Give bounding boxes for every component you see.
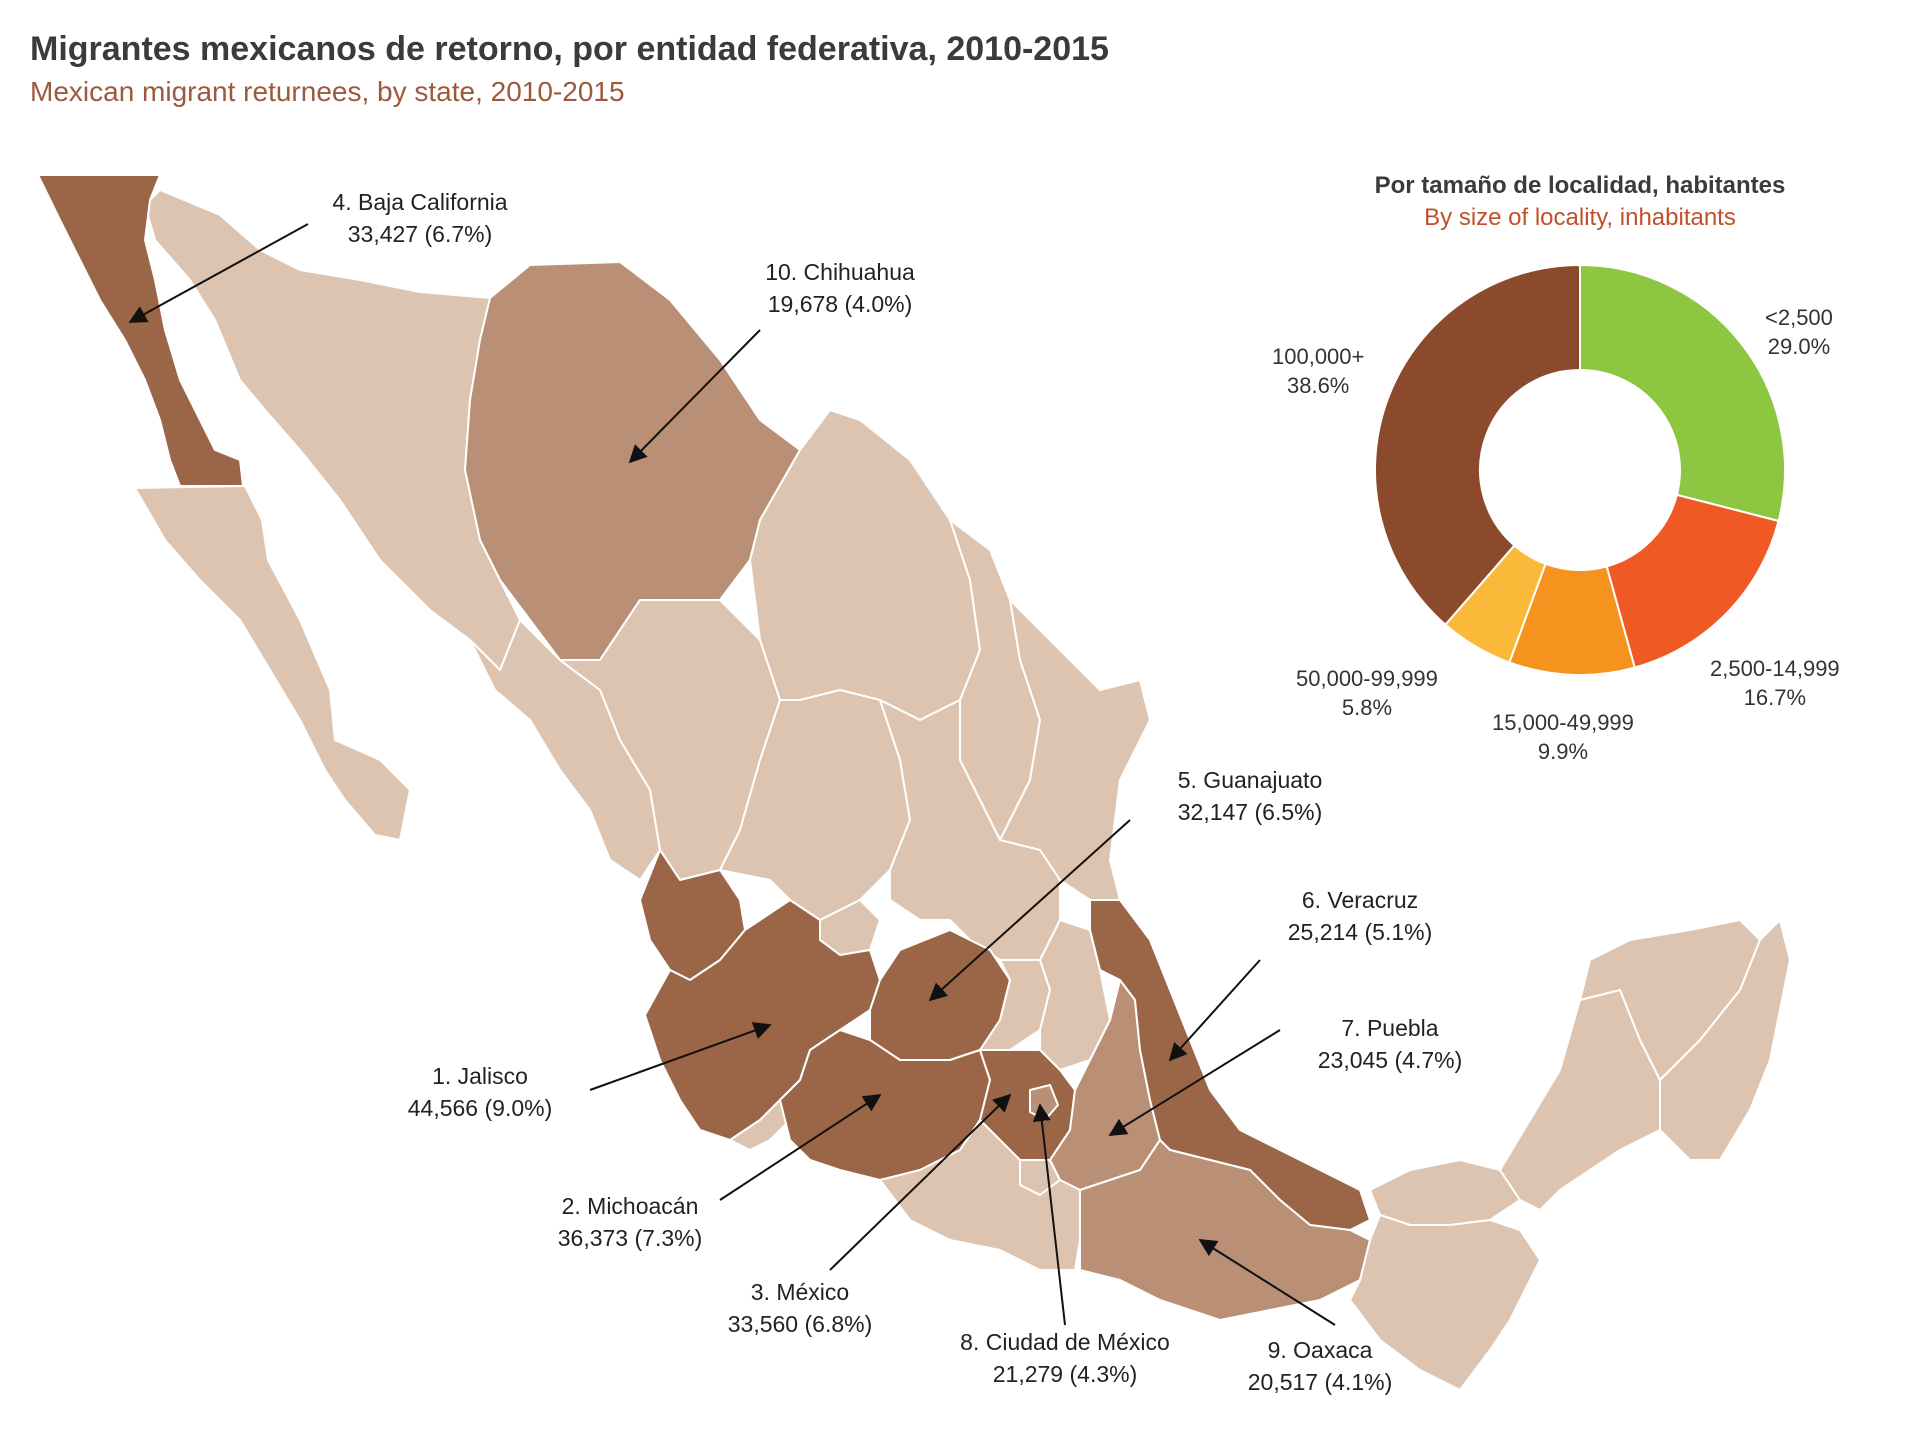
donut-label-15000-49999: 15,000-49,999 9.9% [1492,708,1634,766]
state-tabasco [1369,1159,1521,1226]
label-chihuahua-name: 10. Chihuahua [765,259,915,285]
label-guanajuato-value: 32,147 (6.5%) [1177,799,1323,825]
donut-label-lt2500-name: <2,500 [1765,305,1833,330]
donut-title: Por tamaño de localidad, habitantes By s… [1310,170,1850,234]
arrow-michoacan [719,1094,882,1201]
donut-label-50000-99999-name: 50,000-99,999 [1296,666,1438,691]
donut-label-lt2500: <2,500 29.0% [1765,303,1833,361]
state-baja-california[interactable] [37,174,244,487]
label-baja-california: 4. Baja California 33,427 (6.7%) [300,186,540,250]
label-baja-california-value: 33,427 (6.7%) [347,221,493,247]
donut-slice-1 [1605,493,1780,669]
donut-label-100000plus: 100,000+ 38.6% [1272,342,1364,400]
label-baja-california-name: 4. Baja California [332,189,508,215]
arrow-puebla [1108,1029,1281,1136]
label-oaxaca-value: 20,517 (4.1%) [1247,1369,1393,1395]
arrow-jalisco [589,1022,772,1091]
label-mexico-name: 3. México [750,1279,850,1305]
donut-label-2500-14999-name: 2,500-14,999 [1710,656,1840,681]
locality-donut-chart [1374,263,1786,676]
donut-title-es: Por tamaño de localidad, habitantes [1374,172,1786,199]
arrow-oaxaca [1198,1239,1336,1326]
state-quintana-roo [1659,919,1791,1161]
label-ciudad-de-mexico-name: 8. Ciudad de México [960,1329,1170,1355]
donut-slice-0 [1579,263,1786,523]
donut-label-50000-99999: 50,000-99,999 5.8% [1296,664,1438,722]
donut-label-100000plus-name: 100,000+ [1272,344,1365,369]
donut-slice-4 [1374,263,1581,627]
state-chiapas [1349,1214,1541,1391]
label-puebla: 7. Puebla 23,045 (4.7%) [1280,1012,1500,1076]
donut-label-15000-49999-name: 15,000-49,999 [1492,710,1634,735]
label-mexico-value: 33,560 (6.8%) [727,1311,873,1337]
label-michoacan: 2. Michoacán 36,373 (7.3%) [520,1190,740,1254]
label-jalisco: 1. Jalisco 44,566 (9.0%) [380,1060,580,1124]
arrow-veracruz [1168,959,1261,1062]
label-chihuahua-value: 19,678 (4.0%) [767,291,913,317]
arrow-ciudad-de-mexico [1032,1103,1066,1326]
label-puebla-name: 7. Puebla [1341,1015,1439,1041]
label-jalisco-name: 1. Jalisco [432,1063,528,1089]
state-oaxaca[interactable] [1079,1139,1371,1321]
label-ciudad-de-mexico-value: 21,279 (4.3%) [992,1361,1138,1387]
label-puebla-value: 23,045 (4.7%) [1317,1047,1463,1073]
state-chihuahua[interactable] [464,261,801,661]
label-michoacan-value: 36,373 (7.3%) [557,1225,703,1251]
arrow-mexico [829,1093,1012,1271]
arrow-guanajuato [928,819,1131,1002]
arrow-baja-california [128,223,309,323]
label-veracruz-value: 25,214 (5.1%) [1287,919,1433,945]
label-veracruz: 6. Veracruz 25,214 (5.1%) [1250,884,1470,948]
label-veracruz-name: 6. Veracruz [1301,887,1419,913]
donut-label-100000plus-pct: 38.6% [1286,373,1350,398]
label-oaxaca-name: 9. Oaxaca [1267,1337,1373,1363]
label-guanajuato-name: 5. Guanajuato [1177,767,1323,793]
label-ciudad-de-mexico: 8. Ciudad de México 21,279 (4.3%) [945,1326,1185,1390]
donut-title-en: By size of locality, inhabitants [1424,204,1736,231]
donut-label-15000-49999-pct: 9.9% [1537,739,1589,764]
label-jalisco-value: 44,566 (9.0%) [407,1095,553,1121]
label-michoacan-name: 2. Michoacán [561,1193,699,1219]
donut-label-2500-14999-pct: 16.7% [1743,685,1807,710]
arrow-chihuahua [628,329,761,464]
state-baja-california-sur [134,485,411,841]
donut-label-50000-99999-pct: 5.8% [1341,695,1393,720]
donut-label-lt2500-pct: 29.0% [1767,334,1831,359]
page-subtitle: Mexican migrant returnees, by state, 201… [30,76,625,107]
label-chihuahua: 10. Chihuahua 19,678 (4.0%) [730,256,950,320]
label-mexico: 3. México 33,560 (6.8%) [700,1276,900,1340]
label-oaxaca: 9. Oaxaca 20,517 (4.1%) [1220,1334,1420,1398]
donut-label-2500-14999: 2,500-14,999 16.7% [1710,654,1840,712]
label-guanajuato: 5. Guanajuato 32,147 (6.5%) [1140,764,1360,828]
page-title: Migrantes mexicanos de retorno, por enti… [30,30,1109,68]
